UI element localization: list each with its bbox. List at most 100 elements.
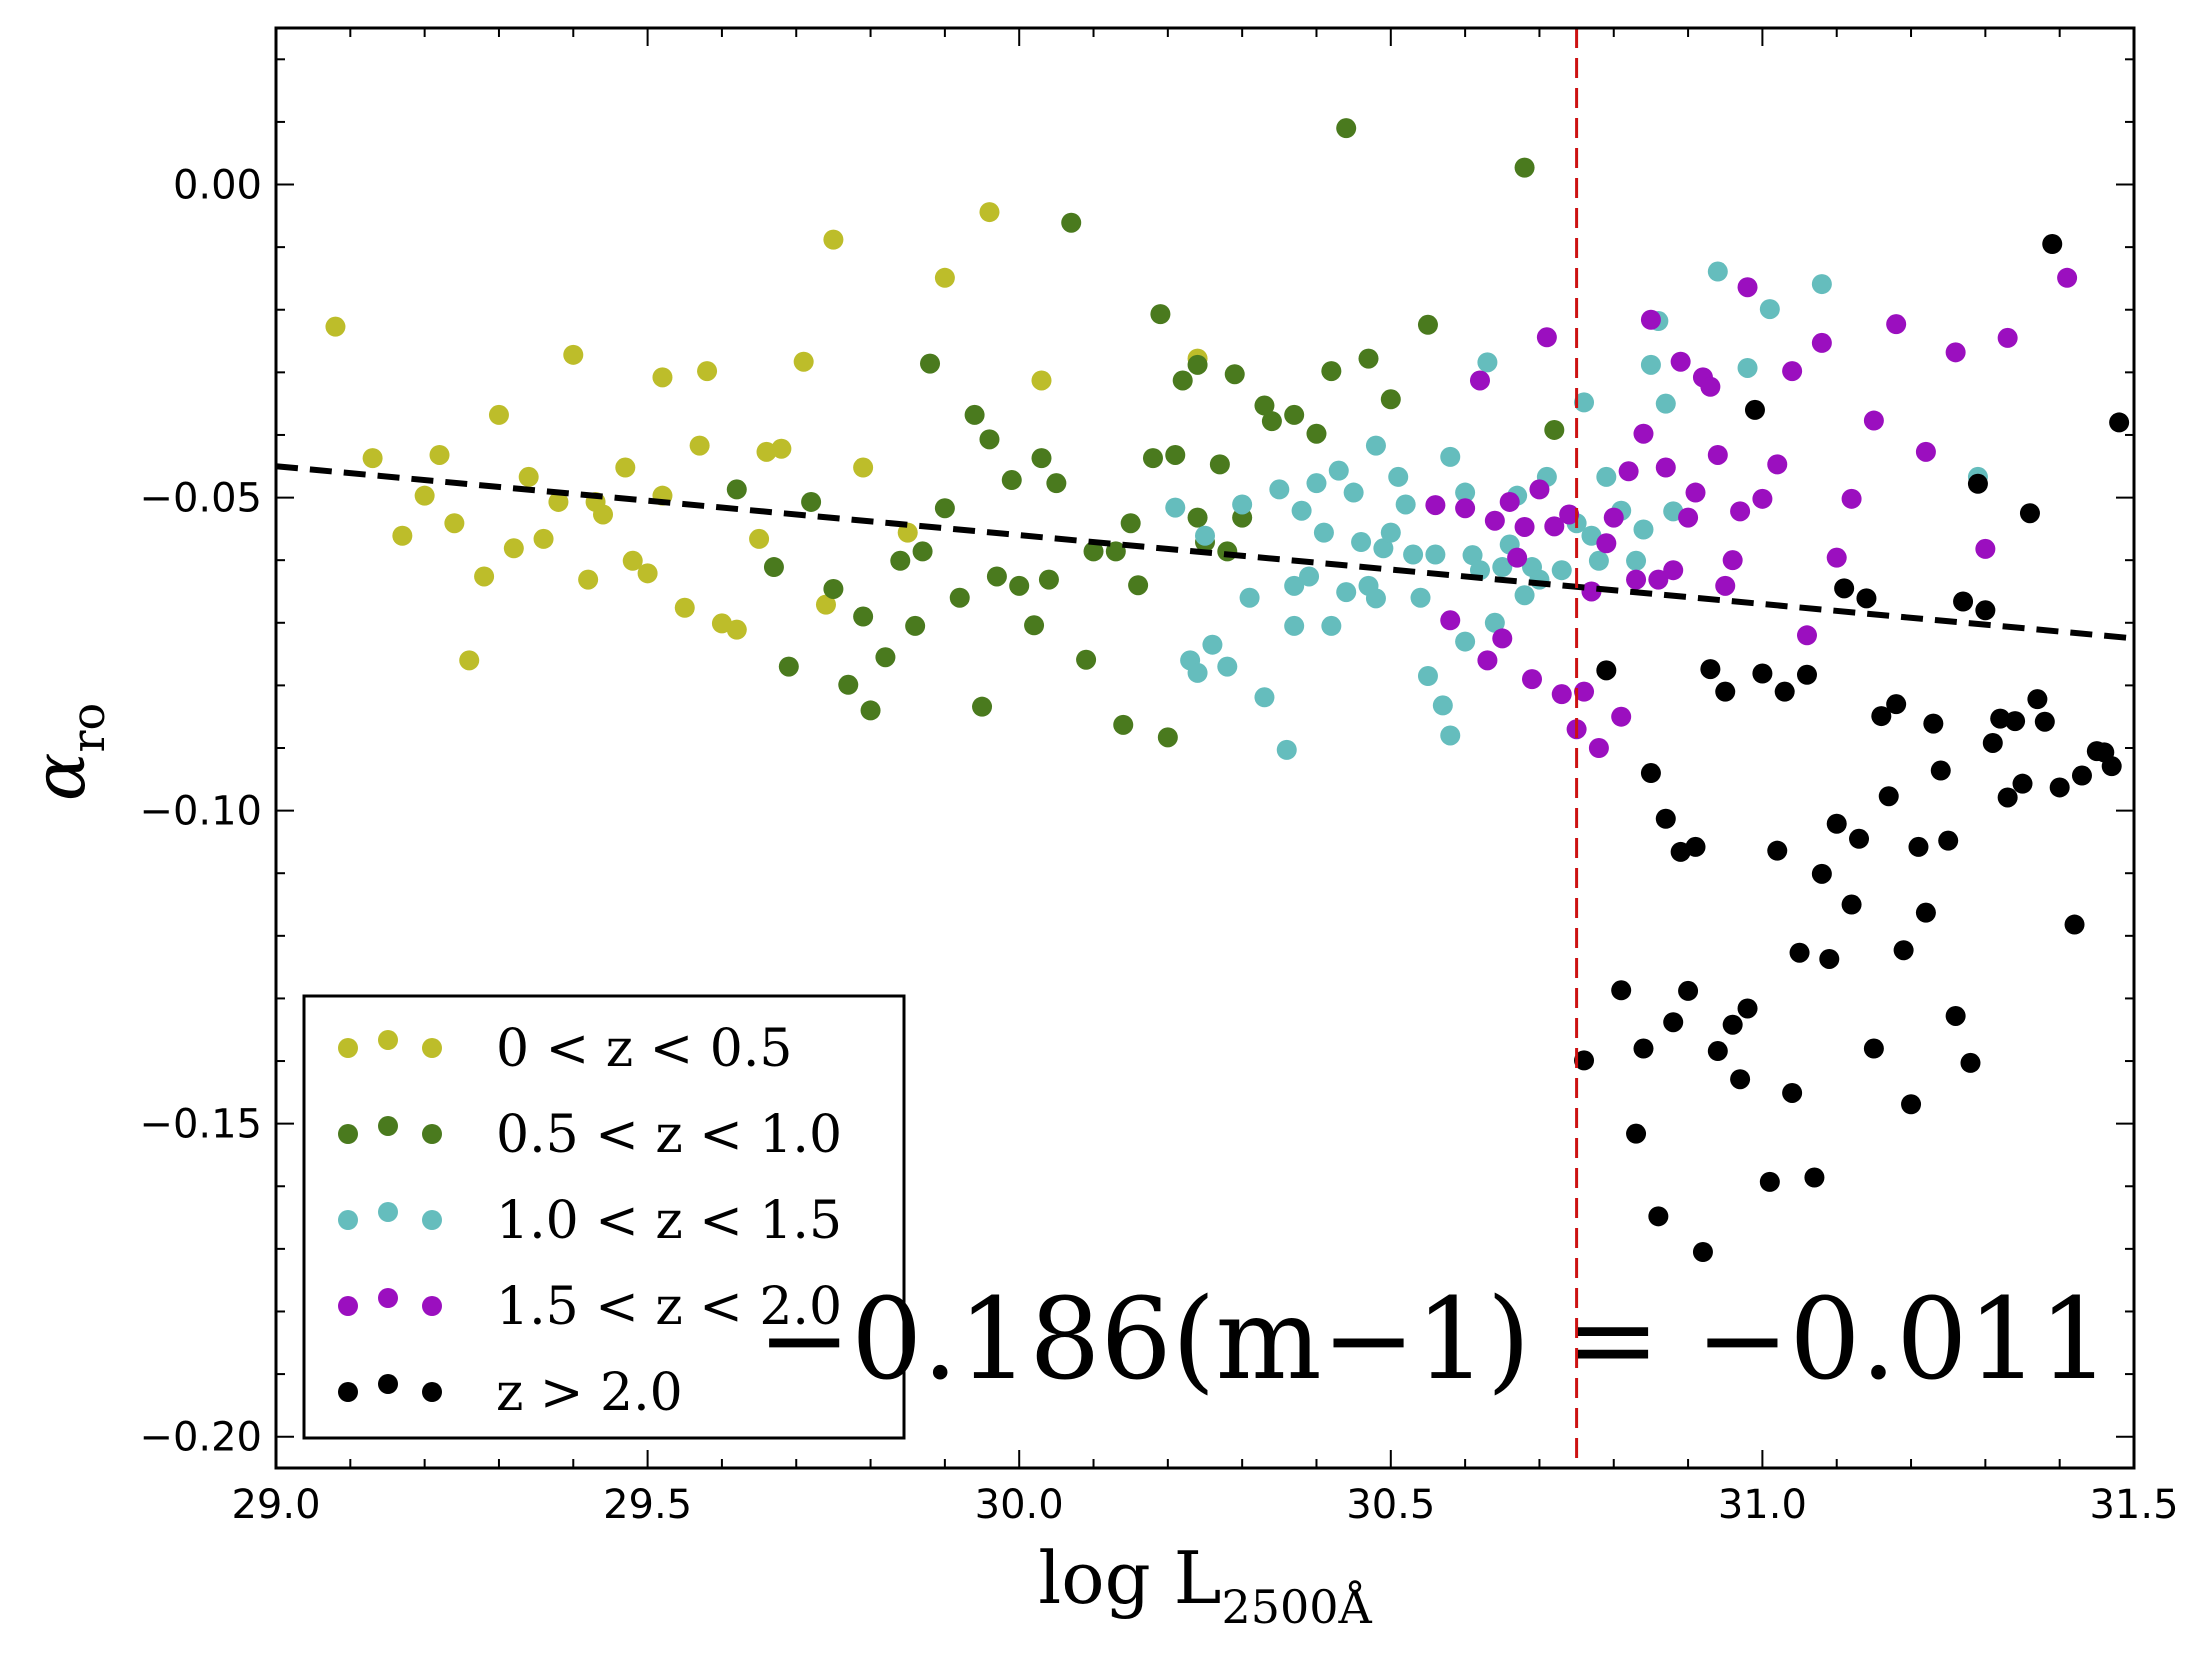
data-point [1804,1167,1825,1188]
data-point [838,674,859,695]
data-point [1492,628,1513,649]
data-point [1678,980,1699,1001]
data-point [1380,522,1401,543]
data-point [1819,948,1840,969]
data-point [1484,510,1505,531]
data-point [1923,713,1944,734]
data-point [1031,448,1052,469]
y-tick-label: −0.20 [139,1415,262,1461]
data-point [763,557,784,578]
data-point [1603,507,1624,528]
data-point [2101,756,2122,777]
data-point [637,563,658,584]
data-point [1321,361,1342,382]
legend-marker [422,1124,442,1144]
data-point [1774,681,1795,702]
data-point [1514,585,1535,606]
data-point [1997,787,2018,808]
data-point [1187,507,1208,528]
data-point [726,479,747,500]
data-point [1076,649,1097,670]
data-point [771,438,792,459]
data-point [1440,725,1461,746]
data-point [756,441,777,462]
fit-annotation: −0.186(m−1) = −0.011 [757,1275,2110,1405]
x-tick-label: 29.0 [231,1482,320,1528]
data-point [1425,495,1446,516]
data-point [459,650,480,671]
data-point [1856,588,1877,609]
data-point [1700,376,1721,397]
legend-label: 1.5 < z < 2.0 [496,1277,842,1337]
legend-entry: 0.5 < z < 1.0 [338,1105,842,1165]
legend: 0 < z < 0.5 0.5 < z < 1.0 1.0 < z < 1.5 1.5… [302,994,906,1440]
data-point [1559,504,1580,525]
data-point [1544,516,1565,537]
data-point [1789,942,1810,963]
data-point [1700,659,1721,680]
legend-marker [338,1124,358,1144]
data-point [1522,669,1543,690]
data-point [1061,212,1082,233]
axis-ticks [275,28,2135,1468]
data-point [1440,446,1461,467]
data-point [1373,538,1394,559]
x-tick-label: 29.5 [603,1482,692,1528]
data-point [860,700,881,721]
x-tick-label: 31.5 [2089,1482,2178,1528]
x-axis-label-main: log L [1038,1536,1221,1620]
x-tick-label: 30.0 [975,1482,1064,1528]
data-point [1841,488,1862,509]
data-point [1581,525,1602,546]
data-point [1284,615,1305,636]
y-axis-label-main: α [17,753,101,802]
data-point [823,578,844,599]
data-point [1306,423,1327,444]
data-point [1477,650,1498,671]
data-point [912,541,933,562]
data-point [1893,940,1914,961]
data-point [1209,454,1230,475]
data-point [934,498,955,519]
data-point [2019,503,2040,524]
data-point [1915,902,1936,923]
data-point [1455,631,1476,652]
data-point [1663,1012,1684,1033]
data-point [2064,914,2085,935]
data-point [1633,1038,1654,1059]
data-point [578,569,599,590]
data-point [1901,1094,1922,1115]
data-point [1403,544,1424,565]
data-point [1633,519,1654,540]
data-point [1640,354,1661,375]
data-point [1841,894,1862,915]
data-point [1113,714,1134,735]
data-point [1001,470,1022,491]
data-point [949,587,970,608]
data-point [1975,538,1996,559]
data-point [1715,681,1736,702]
data-point [2109,412,2130,433]
data-point [1707,1041,1728,1062]
y-axis-label-sub: ro [61,703,115,753]
data-point [1009,575,1030,596]
data-point [1655,393,1676,414]
data-point [1938,830,1959,851]
legend-marker [378,1030,398,1050]
data-point [1507,547,1528,568]
data-point [1670,351,1691,372]
data-point [1588,550,1609,571]
x-tick-labels: 29.0 29.5 30.0 30.5 31.0 31.5 [231,1482,2178,1528]
data-point [1336,582,1357,603]
data-point [890,550,911,571]
data-point [1321,615,1342,636]
data-point [1365,435,1386,456]
reference-lines [275,28,2135,1468]
data-point [1915,441,1936,462]
data-point [1655,808,1676,829]
legend-marker [338,1038,358,1058]
data-point [1313,522,1334,543]
data-point [1722,550,1743,571]
data-point [1692,1242,1713,1262]
data-point [533,528,554,549]
